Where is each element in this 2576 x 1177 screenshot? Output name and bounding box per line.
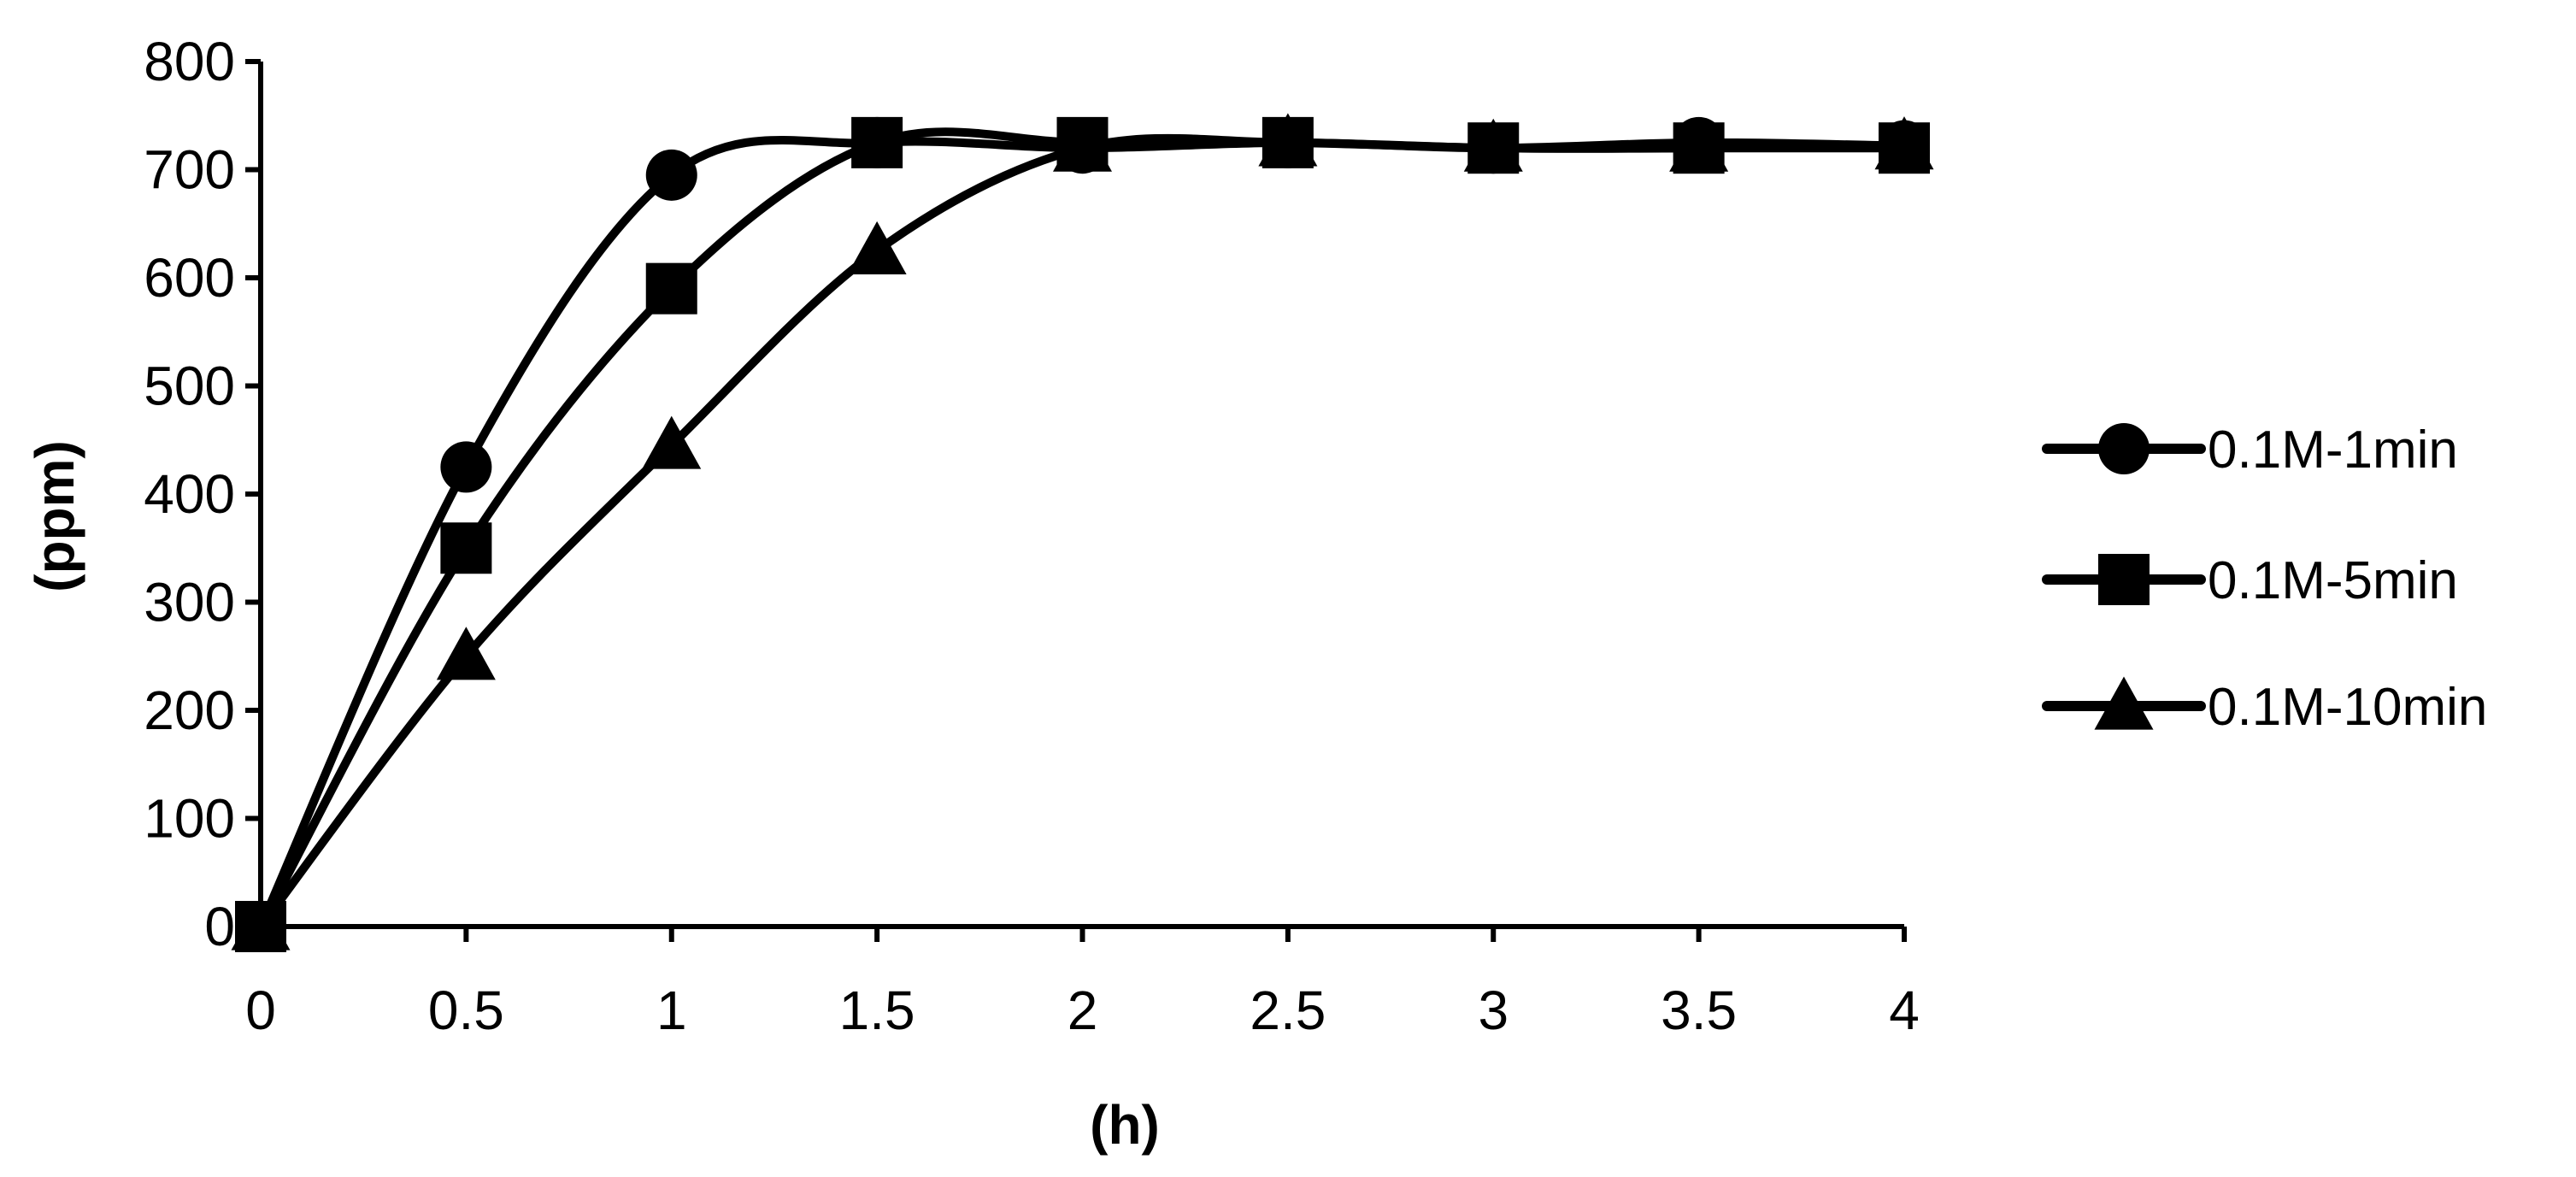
y-tick-label: 100 bbox=[144, 788, 235, 850]
legend-marker-square bbox=[2098, 554, 2150, 605]
data-point-triangle bbox=[1874, 116, 1934, 170]
legend-marker-circle bbox=[2098, 423, 2150, 474]
tick-labels: 0 100 200 300 400 500 600 700 800 0 0.5 1 1.5 2 2.5 3 3.… bbox=[144, 31, 1920, 1041]
data-point-square bbox=[440, 522, 492, 574]
data-point-triangle bbox=[1053, 118, 1112, 172]
data-point-circle bbox=[440, 441, 492, 493]
data-point-square bbox=[645, 262, 697, 315]
legend-label: 0.1M-10min bbox=[2208, 678, 2487, 737]
y-tick-label: 200 bbox=[144, 680, 235, 741]
y-tick-label: 500 bbox=[144, 356, 235, 417]
data-point-triangle bbox=[1669, 118, 1729, 172]
legend-label: 0.1M-1min bbox=[2208, 421, 2458, 480]
y-tick-label: 400 bbox=[144, 463, 235, 525]
data-point-triangle bbox=[1258, 113, 1318, 167]
data-point-circle bbox=[645, 149, 697, 201]
y-axis-title: (ppm) bbox=[24, 440, 85, 592]
y-tick-label: 300 bbox=[144, 572, 235, 633]
series-line-3 bbox=[256, 133, 1908, 931]
data-point-triangle bbox=[642, 415, 702, 469]
x-tick-label: 3 bbox=[1478, 980, 1509, 1041]
x-tick-label: 0 bbox=[245, 980, 276, 1041]
series-markers bbox=[231, 113, 1934, 952]
data-point-triangle bbox=[847, 221, 907, 274]
x-tick-label: 3.5 bbox=[1661, 980, 1737, 1041]
data-point-square bbox=[851, 116, 903, 168]
x-tick-label: 1 bbox=[656, 980, 687, 1041]
data-point-triangle bbox=[436, 627, 496, 680]
y-tick-label: 700 bbox=[144, 139, 235, 201]
legend-marker-triangle bbox=[2094, 676, 2154, 730]
x-tick-label: 4 bbox=[1889, 980, 1920, 1041]
x-tick-label: 2 bbox=[1067, 980, 1098, 1041]
x-tick-label: 0.5 bbox=[428, 980, 504, 1041]
x-axis-title: (h) bbox=[1090, 1094, 1160, 1156]
y-tick-label: 600 bbox=[144, 247, 235, 309]
legend-label: 0.1M-5min bbox=[2208, 551, 2458, 610]
legend: 0.1M-1min 0.1M-5min 0.1M-10min bbox=[2042, 421, 2487, 737]
x-tick-label: 1.5 bbox=[839, 980, 915, 1041]
y-tick-label: 0 bbox=[204, 896, 235, 957]
data-point-triangle bbox=[1463, 118, 1523, 172]
x-tick-label: 2.5 bbox=[1250, 980, 1326, 1041]
y-tick-label: 800 bbox=[144, 31, 235, 92]
data-point-triangle bbox=[231, 897, 291, 950]
